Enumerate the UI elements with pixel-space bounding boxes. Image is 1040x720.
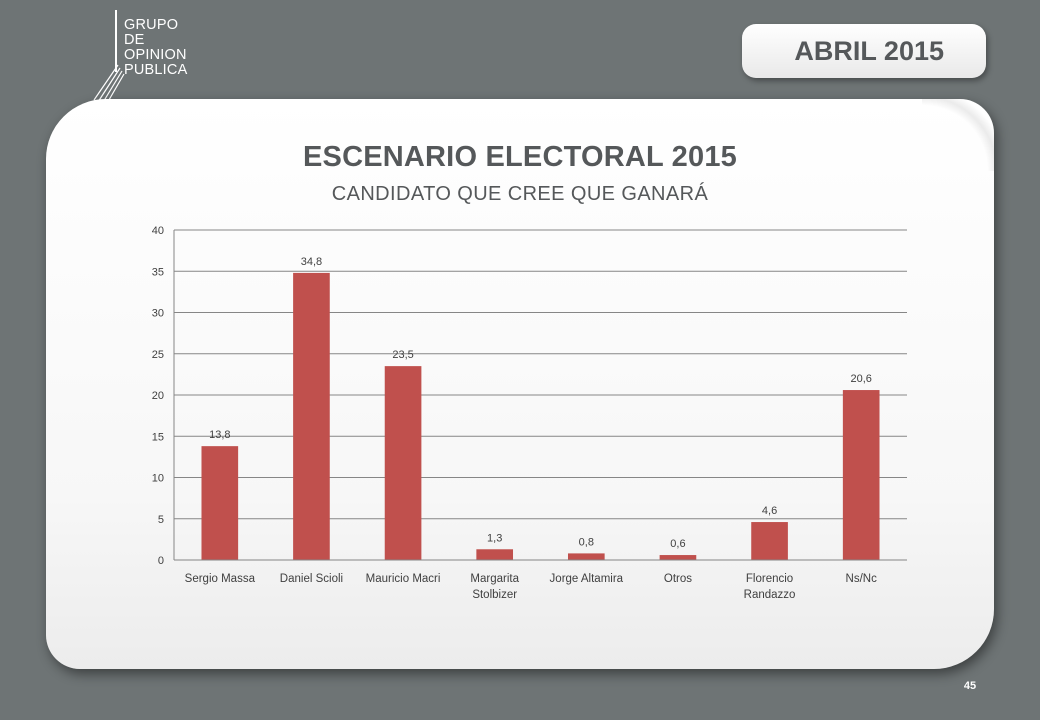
x-tick-label: Randazzo <box>744 589 796 601</box>
y-tick-label: 25 <box>152 349 164 361</box>
x-tick-label: Otros <box>664 573 692 585</box>
x-tick-label: Stolbizer <box>472 589 517 601</box>
logo-line: GRUPO <box>124 17 179 33</box>
x-tick-label: Ns/Nc <box>846 573 878 585</box>
bar <box>293 272 330 560</box>
x-tick-label: Daniel Scioli <box>280 573 343 585</box>
chart-card <box>46 99 994 669</box>
logo-text: GRUPO DE OPINION PUBLICA <box>124 18 187 78</box>
logo-line: OPINION <box>124 47 187 63</box>
data-label: 0,6 <box>670 538 685 550</box>
logo: GRUPO DE OPINION PUBLICA <box>86 10 226 105</box>
bar <box>751 522 788 560</box>
data-label: 0,8 <box>579 536 594 548</box>
x-tick-label: Margarita <box>470 573 519 585</box>
data-label: 1,3 <box>487 532 502 544</box>
y-tick-label: 5 <box>158 514 164 526</box>
bar <box>201 446 239 560</box>
data-label: 4,6 <box>762 505 777 517</box>
y-tick-label: 30 <box>152 308 164 320</box>
x-tick-label: Florencio <box>746 573 793 585</box>
logo-line: PUBLICA <box>124 62 188 78</box>
data-label: 20,6 <box>850 373 871 385</box>
y-tick-label: 0 <box>158 555 164 567</box>
x-tick-label: Mauricio Macri <box>366 573 441 585</box>
bar <box>842 390 880 560</box>
bar <box>567 553 605 560</box>
data-label: 34,8 <box>301 256 322 268</box>
y-tick-label: 15 <box>152 431 164 443</box>
logo-line: DE <box>124 32 145 48</box>
y-tick-label: 10 <box>152 473 164 485</box>
data-label: 13,8 <box>209 429 230 441</box>
x-tick-label: Sergio Massa <box>185 573 256 585</box>
chart-subtitle: CANDIDATO QUE CREE QUE GANARÁ <box>331 183 709 205</box>
bar <box>384 366 422 560</box>
y-tick-label: 35 <box>152 266 164 278</box>
date-badge-label: ABRIL 2015 <box>794 35 944 66</box>
bar <box>659 555 697 560</box>
x-tick-label: Jorge Altamira <box>550 573 624 585</box>
chart-title: ESCENARIO ELECTORAL 2015 <box>302 141 737 173</box>
y-tick-label: 40 <box>152 225 164 237</box>
page-curl <box>922 99 994 171</box>
bar <box>476 549 514 560</box>
page-number: 45 <box>963 680 977 692</box>
date-badge: ABRIL 2015 <box>742 24 986 78</box>
y-tick-label: 20 <box>152 390 164 402</box>
data-label: 23,5 <box>392 349 413 361</box>
logo-mark-icon <box>93 10 125 105</box>
